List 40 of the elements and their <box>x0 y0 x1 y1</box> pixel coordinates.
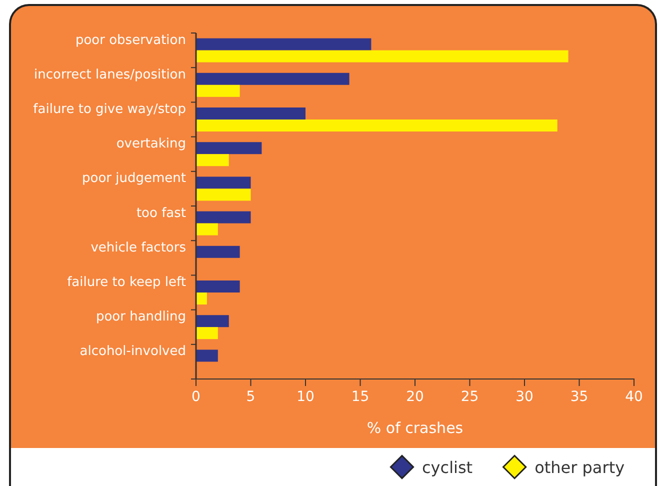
y-tick-label: failure to keep left <box>67 275 186 290</box>
bar <box>196 38 372 50</box>
legend-label: cyclist <box>422 458 473 477</box>
y-tick-label: failure to give way/stop <box>33 102 186 117</box>
x-axis-title: % of crashes <box>366 419 464 437</box>
bar <box>196 350 218 362</box>
bar <box>196 108 306 120</box>
x-tick-label: 0 <box>192 388 200 405</box>
x-tick-label: 15 <box>351 388 370 405</box>
x-tick-label: 35 <box>570 388 588 405</box>
bar <box>196 327 218 340</box>
y-tick-label: too fast <box>136 206 186 221</box>
bar <box>196 246 240 258</box>
bar <box>196 292 207 304</box>
bar <box>196 211 251 224</box>
bar <box>196 84 240 97</box>
bar <box>196 50 568 62</box>
y-tick-label: vehicle factors <box>90 240 186 256</box>
y-tick-label: poor handling <box>96 310 186 325</box>
x-tick-label: 10 <box>296 388 314 405</box>
bar <box>196 176 251 189</box>
x-tick-label: 30 <box>516 388 534 405</box>
x-tick-label: 20 <box>406 388 424 405</box>
bar <box>196 315 229 328</box>
legend-label: other party <box>534 458 625 477</box>
bar <box>196 280 240 292</box>
x-tick-label: 40 <box>625 388 643 405</box>
bar <box>196 142 262 154</box>
y-tick-label: incorrect lanes/position <box>34 67 186 82</box>
y-tick-label: alcohol-involved <box>80 344 186 360</box>
bar <box>196 120 558 132</box>
y-tick-label: poor observation <box>75 32 186 48</box>
x-tick-label: 25 <box>460 388 479 405</box>
y-tick-label: overtaking <box>116 136 186 152</box>
bar <box>196 72 350 85</box>
bar <box>196 154 229 166</box>
bar <box>196 188 251 201</box>
bar <box>196 223 218 236</box>
x-tick-label: 5 <box>246 388 256 405</box>
y-tick-label: poor judgement <box>82 171 186 186</box>
